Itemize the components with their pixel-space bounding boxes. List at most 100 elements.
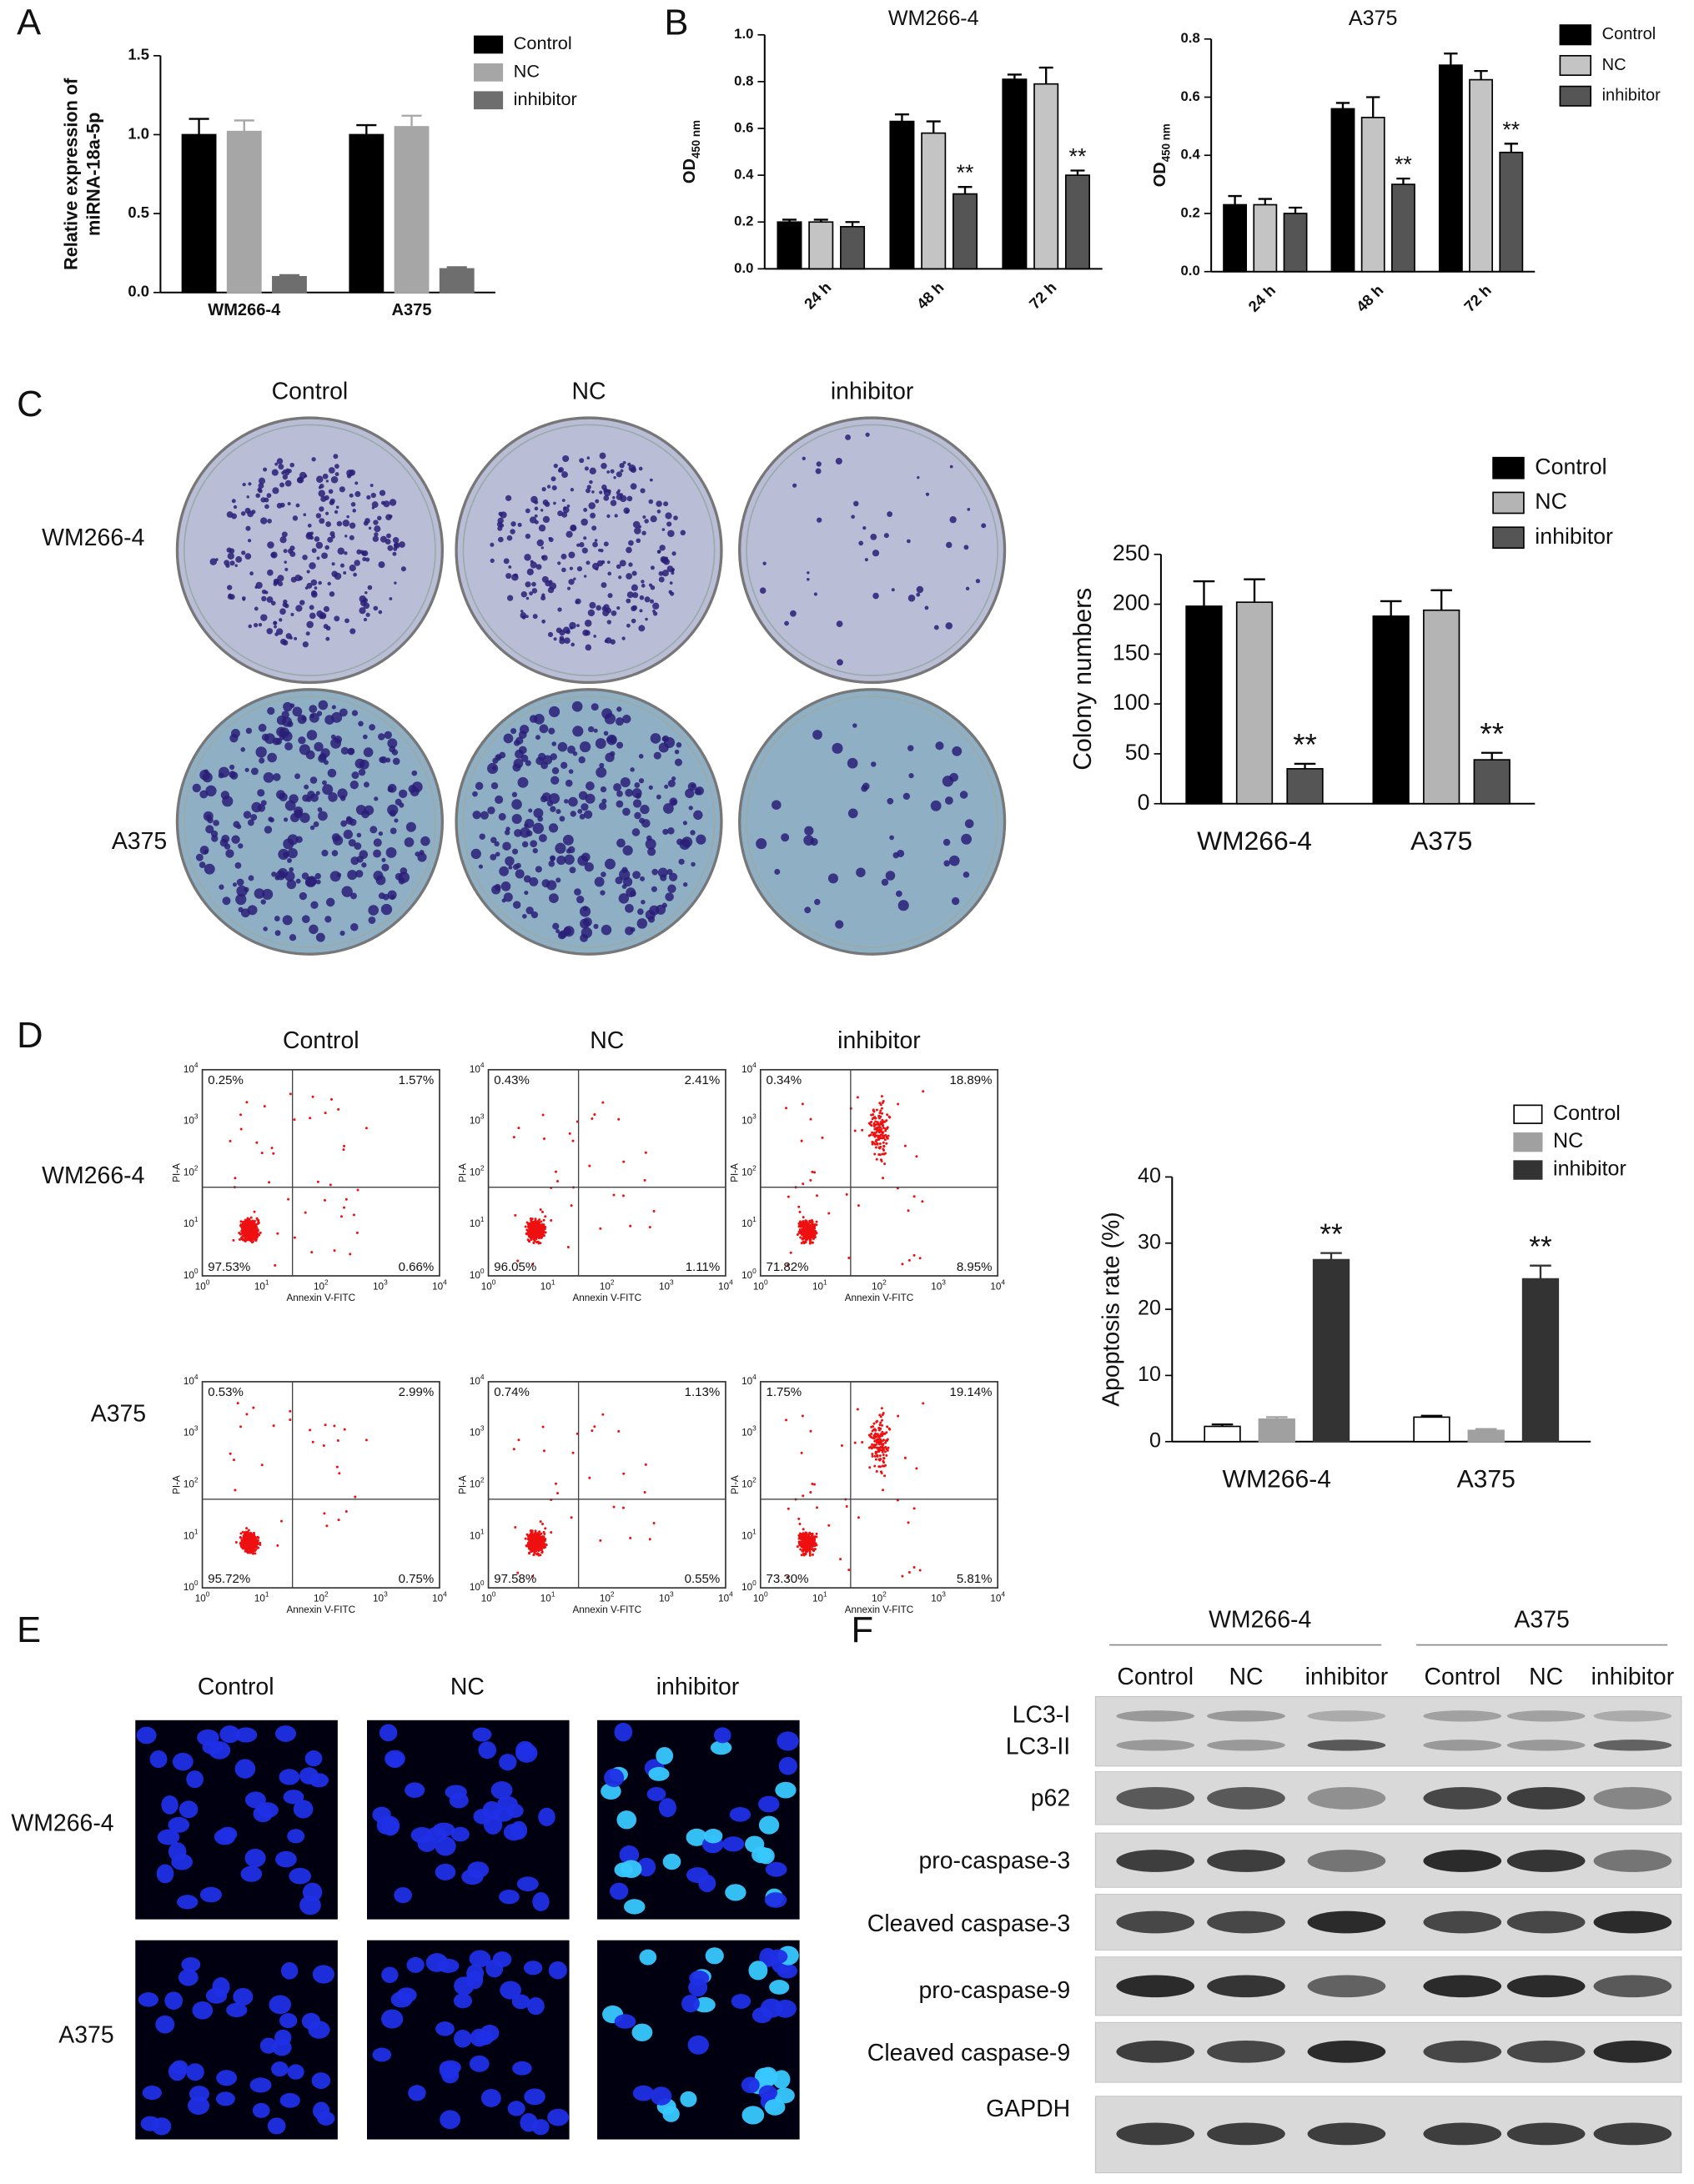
blot-strip (1094, 1956, 1682, 2016)
y-tick-label: 100 (183, 1579, 199, 1593)
nucleus (768, 1949, 788, 1964)
event (907, 1209, 910, 1212)
tick-base: 10 (481, 1281, 493, 1292)
colony (557, 741, 568, 752)
legend-label: Control (514, 33, 572, 53)
event (882, 1443, 885, 1446)
event (869, 1445, 872, 1448)
y-tick-label: 0.6 (734, 119, 753, 135)
colony (772, 800, 782, 810)
tick-base: 10 (183, 1270, 195, 1281)
event (877, 1443, 881, 1446)
colony (229, 764, 235, 771)
event (878, 1434, 882, 1438)
colony (286, 879, 297, 890)
event (252, 1406, 255, 1409)
bar (1423, 609, 1460, 805)
colony (224, 560, 230, 566)
event (840, 1443, 843, 1447)
band (1116, 1850, 1195, 1872)
event (248, 1238, 251, 1241)
colony (584, 862, 594, 872)
colony (641, 899, 646, 905)
significance-label: ** (1529, 1231, 1552, 1263)
event (241, 1223, 244, 1226)
colony (658, 570, 664, 576)
colony (658, 576, 665, 583)
nucleus (259, 2037, 278, 2054)
colony (619, 463, 625, 469)
quadrant-percent: 0.25% (208, 1073, 244, 1087)
flow-plot: 0.53% 2.99%95.72% 0.75%1001001011011021021… (172, 1373, 448, 1615)
colony (611, 610, 617, 616)
colony (318, 700, 329, 710)
flow-plot: 1.75% 19.14%73.30% 5.81%100100101101102102… (730, 1373, 1006, 1615)
x-tick-label: 102 (314, 1590, 329, 1604)
tick-exponent: 3 (480, 1424, 485, 1433)
error-bar (1474, 69, 1488, 80)
event (251, 1552, 254, 1555)
colony (586, 456, 591, 459)
colony (593, 923, 599, 930)
colony (561, 471, 568, 479)
event (879, 1470, 882, 1474)
event (240, 1229, 244, 1233)
column-header: Control (283, 1027, 359, 1054)
event (252, 1535, 255, 1539)
nucleus (777, 1731, 799, 1751)
colony (650, 515, 657, 523)
colony (981, 523, 987, 529)
event (912, 1195, 916, 1198)
nucleus (152, 2117, 172, 2136)
colony (952, 746, 963, 756)
colony (368, 905, 380, 916)
nucleus (492, 1951, 512, 1967)
colony (284, 479, 292, 487)
quadrant-percent: 8.95% (957, 1260, 993, 1274)
x-tick-label: 100 (195, 1590, 210, 1604)
event (530, 1219, 533, 1223)
colony (803, 835, 814, 846)
colony (566, 505, 571, 508)
nucleus (161, 1795, 178, 1815)
band (1307, 1740, 1386, 1751)
tick-base: 10 (373, 1281, 385, 1292)
colony (551, 766, 560, 775)
y-axis-label-main: OD (1151, 162, 1169, 187)
event (244, 1544, 247, 1547)
colony (631, 584, 638, 591)
x-tick-label: 103 (373, 1590, 388, 1604)
tick-exponent: 1 (265, 1590, 269, 1599)
tick-exponent: 1 (265, 1278, 269, 1287)
nucleus (648, 1766, 670, 1781)
colony (632, 591, 639, 599)
nucleus (774, 2087, 795, 2104)
colony (521, 841, 529, 848)
colony (907, 745, 914, 751)
colony (295, 605, 303, 612)
colony (852, 723, 857, 728)
y-tick-label: 30 (1138, 1230, 1161, 1253)
colony (579, 906, 591, 917)
event (918, 1257, 922, 1260)
tick-exponent: 1 (823, 1278, 827, 1287)
colony (323, 605, 330, 612)
colony (555, 929, 560, 934)
event (807, 1536, 810, 1539)
event (528, 1552, 531, 1555)
colony (362, 557, 367, 562)
colony (621, 636, 626, 640)
colony (318, 580, 322, 585)
colony (236, 885, 248, 897)
nucleus (171, 2060, 189, 2075)
event (254, 1226, 258, 1229)
colony (316, 475, 324, 484)
event (880, 1107, 883, 1110)
error-bar (1396, 177, 1410, 185)
colony (278, 581, 284, 587)
x-tick-label: 101 (812, 1278, 827, 1293)
event (875, 1131, 878, 1134)
band (1116, 2122, 1195, 2146)
colony (590, 512, 596, 519)
colony (526, 568, 534, 575)
